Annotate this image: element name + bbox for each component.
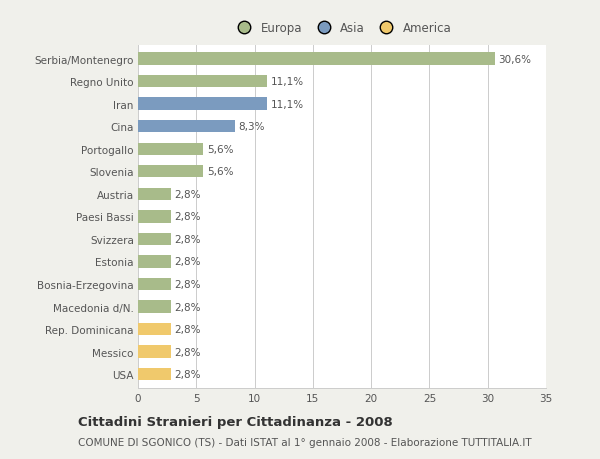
Text: 2,8%: 2,8% — [174, 235, 200, 244]
Text: 2,8%: 2,8% — [174, 280, 200, 289]
Bar — [138, 301, 170, 313]
Bar — [138, 346, 170, 358]
Text: 2,8%: 2,8% — [174, 369, 200, 379]
Bar — [138, 166, 203, 178]
Bar — [138, 143, 203, 156]
Text: 2,8%: 2,8% — [174, 190, 200, 199]
Bar — [138, 53, 495, 66]
Text: 2,8%: 2,8% — [174, 257, 200, 267]
Text: Cittadini Stranieri per Cittadinanza - 2008: Cittadini Stranieri per Cittadinanza - 2… — [78, 415, 393, 428]
Bar — [138, 233, 170, 246]
Text: 2,8%: 2,8% — [174, 347, 200, 357]
Bar — [138, 76, 268, 88]
Bar — [138, 211, 170, 223]
Text: 11,1%: 11,1% — [271, 77, 304, 87]
Text: COMUNE DI SGONICO (TS) - Dati ISTAT al 1° gennaio 2008 - Elaborazione TUTTITALIA: COMUNE DI SGONICO (TS) - Dati ISTAT al 1… — [78, 437, 532, 447]
Text: 11,1%: 11,1% — [271, 100, 304, 109]
Bar — [138, 278, 170, 291]
Text: 30,6%: 30,6% — [498, 55, 531, 64]
Text: 2,8%: 2,8% — [174, 212, 200, 222]
Text: 2,8%: 2,8% — [174, 325, 200, 334]
Bar — [138, 323, 170, 336]
Bar — [138, 188, 170, 201]
Bar — [138, 121, 235, 133]
Text: 2,8%: 2,8% — [174, 302, 200, 312]
Bar — [138, 256, 170, 268]
Bar — [138, 98, 268, 111]
Text: 8,3%: 8,3% — [238, 122, 265, 132]
Text: 5,6%: 5,6% — [207, 167, 233, 177]
Bar — [138, 368, 170, 381]
Legend: Europa, Asia, America: Europa, Asia, America — [228, 17, 456, 40]
Text: 5,6%: 5,6% — [207, 145, 233, 154]
